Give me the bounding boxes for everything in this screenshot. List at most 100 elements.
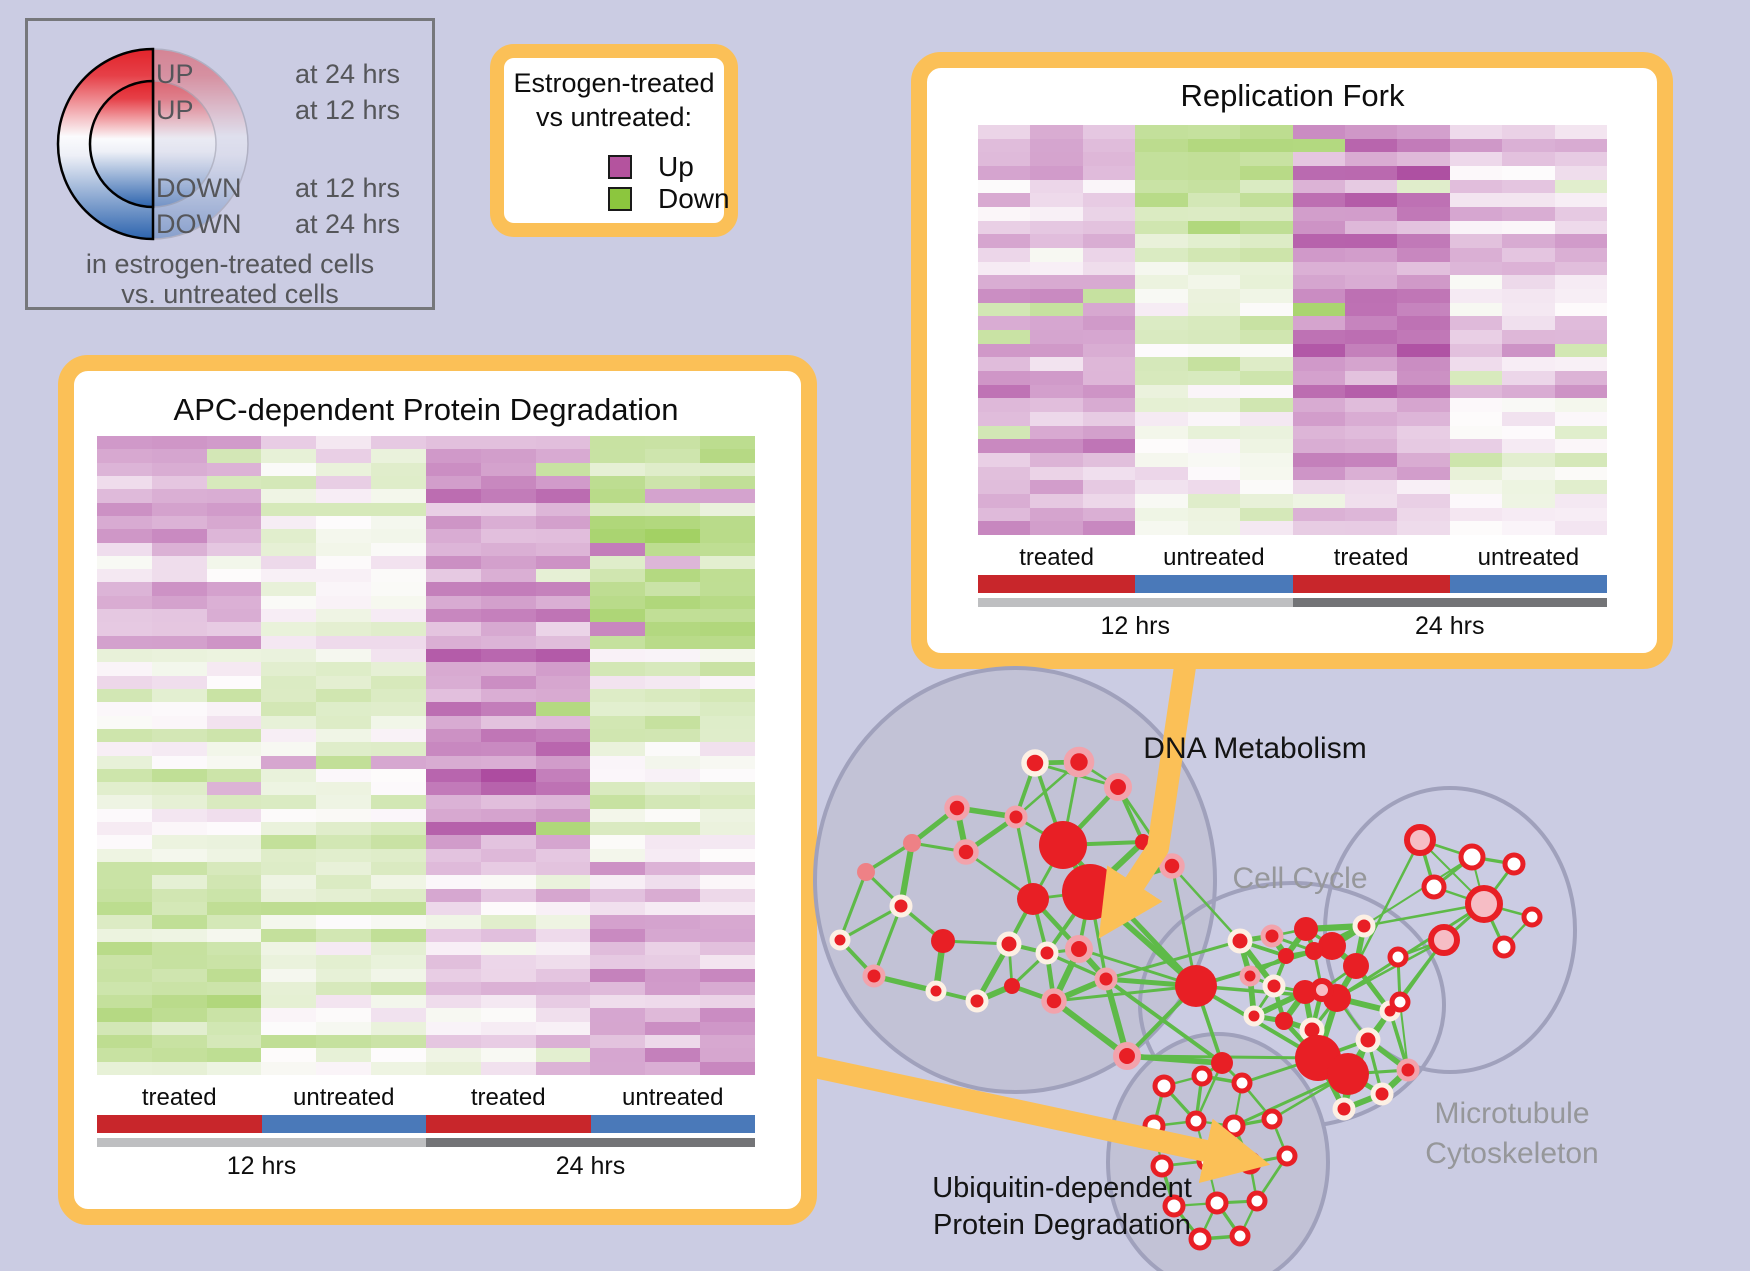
heatmap-cell (700, 822, 755, 836)
network-edge (1014, 815, 1065, 847)
heatmap-cell (97, 768, 152, 783)
heatmap-cell (480, 981, 536, 996)
heatmap-cell (1030, 412, 1083, 426)
heatmap-cell (1554, 179, 1607, 194)
heatmap-cell (371, 981, 426, 996)
heatmap-cell (206, 768, 262, 783)
heatmap-cell (1397, 316, 1450, 330)
heatmap-cell (1554, 453, 1607, 467)
heatmap-cell (535, 862, 591, 876)
heatmap-cell (1554, 193, 1607, 207)
heatmap-cell (261, 1035, 317, 1049)
network-edge (1309, 987, 1325, 1033)
heatmap-cell (480, 728, 536, 743)
heatmap-cell (535, 928, 591, 942)
network-edge (1051, 976, 1109, 1004)
heatmap-cell (1344, 384, 1398, 399)
heatmap-cell (97, 515, 152, 530)
condition-label: untreated (622, 1084, 724, 1111)
heatmap-cell (261, 489, 317, 503)
heatmap-cell (700, 715, 755, 729)
heatmap-cell (480, 502, 536, 516)
heatmap-cell (151, 529, 207, 543)
heatmap-cell (590, 595, 646, 610)
network-node (953, 839, 979, 865)
heatmap-cell (700, 688, 755, 703)
heatmap-cell (590, 955, 646, 969)
heatmap-cell (97, 635, 152, 649)
heatmap-cell (206, 582, 262, 596)
heatmap-cell (97, 822, 152, 836)
heatmap-cell (645, 715, 701, 729)
network-edge (1060, 842, 1093, 895)
heatmap-cell (151, 675, 207, 689)
network-edge (1399, 1001, 1409, 1071)
heatmap-cell (97, 489, 152, 503)
heatmap-cell (700, 515, 755, 530)
heatmap-cell (700, 875, 755, 889)
heatmap-cell (261, 981, 317, 996)
heatmap-cell (1135, 289, 1188, 303)
heatmap-cell (978, 302, 1031, 317)
heatmap-cell (1502, 220, 1555, 235)
heatmap-cell (371, 915, 426, 929)
heatmap-cell (151, 888, 207, 902)
heatmap-cell (316, 755, 372, 769)
heatmap-cell (371, 755, 426, 769)
heatmap-cell (1135, 275, 1188, 289)
heatmap-cell (1554, 494, 1607, 508)
heatmap-cell (1449, 384, 1503, 399)
heatmap-cell (535, 795, 591, 809)
heatmap-cell (978, 248, 1031, 262)
heatmap-cell (645, 449, 701, 463)
network-edge (1432, 855, 1474, 889)
network-edge (1238, 1199, 1259, 1238)
heatmap-cell (371, 875, 426, 889)
heatmap-cell (1135, 152, 1188, 166)
heatmap-cell (151, 635, 207, 649)
heatmap-cell (645, 901, 701, 916)
heatmap-cell (316, 1008, 372, 1022)
heatmap-cell (206, 1035, 262, 1049)
heatmap-cell (1187, 398, 1241, 412)
network-node (1299, 1017, 1325, 1043)
heatmap-cell (371, 715, 426, 729)
network-edge (1398, 938, 1446, 1004)
heatmap-cell (645, 755, 701, 769)
heatmap-cell (1397, 384, 1450, 399)
condition-label: untreated (1163, 544, 1265, 571)
heatmap-cell (700, 529, 755, 543)
up-color-swatch (608, 155, 632, 179)
heatmap-cell (978, 125, 1031, 139)
heatmap-cell (590, 1048, 646, 1062)
network-edge (1328, 922, 1368, 950)
heatmap-cell (316, 702, 372, 716)
timepoint-circle-legend: UP at 24 hrs UP at 12 hrs DOWN at 12 hrs… (25, 18, 435, 310)
heatmap-cell (1292, 494, 1345, 508)
heatmap-cell (1344, 480, 1398, 494)
network-node (1465, 885, 1503, 923)
heatmap-cell (1502, 357, 1555, 371)
up-24-word: UP (156, 59, 194, 89)
network-edge (1328, 942, 1360, 970)
heatmap-cell (425, 702, 481, 716)
network-edge (1240, 1056, 1320, 1085)
heatmap-cell (425, 1035, 481, 1049)
heatmap-cell (261, 449, 317, 463)
heatmap-cell (371, 662, 426, 676)
heatmap-cell (1240, 357, 1293, 371)
heatmap-cell (97, 569, 152, 583)
network-node (1492, 935, 1516, 959)
heatmap-cell (316, 888, 372, 902)
heatmap-cell (1554, 275, 1607, 289)
network-edge (1198, 1234, 1242, 1241)
heatmap-cell (206, 542, 262, 556)
heatmap-cell (645, 542, 701, 556)
network-edge (941, 939, 1011, 946)
heatmap-cell (425, 569, 481, 583)
heatmap-cell (97, 862, 152, 876)
heatmap-cell (645, 848, 701, 862)
heatmap-cell (645, 595, 701, 610)
heatmap-cell (151, 862, 207, 876)
